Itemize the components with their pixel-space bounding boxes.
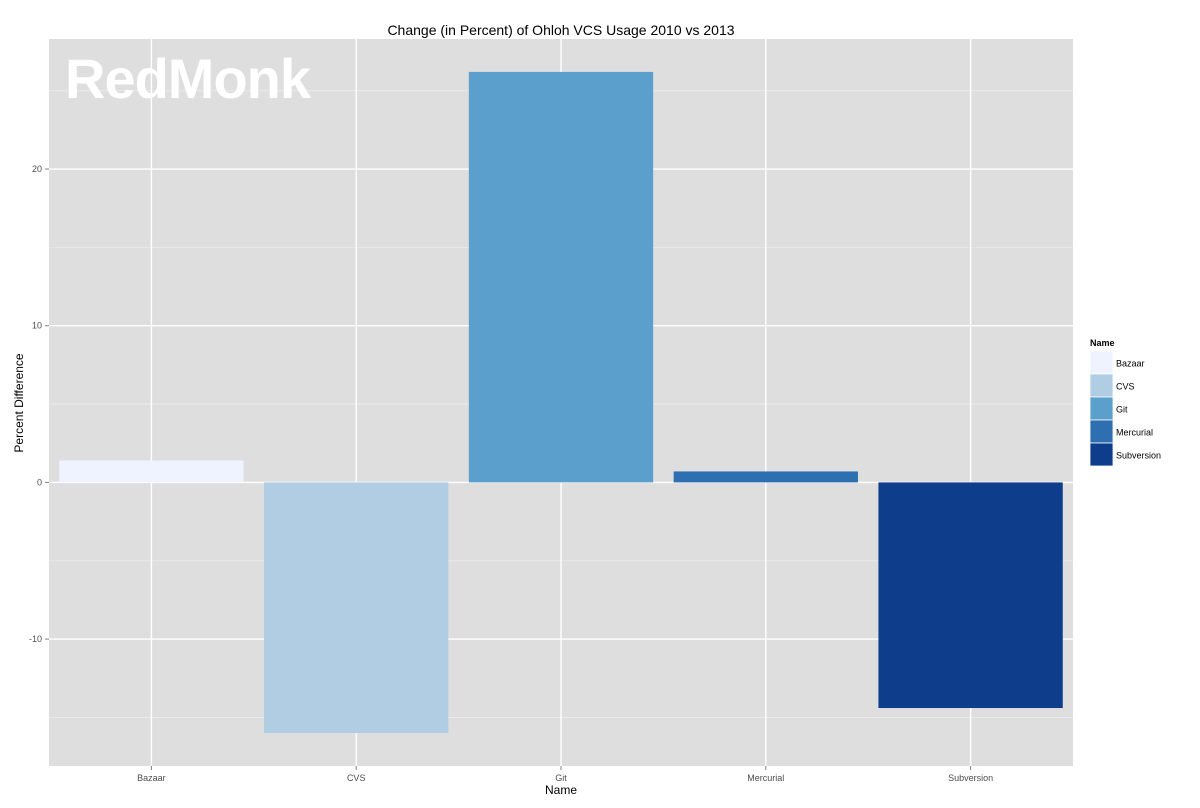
y-axis-title: Percent Difference (12, 353, 26, 452)
legend-swatch (1089, 350, 1114, 375)
legend-label: Bazaar (1116, 359, 1145, 369)
legend: Name Bazaar CVS Git Mercurial Subversion (1089, 338, 1161, 467)
x-tick-label: Bazaar (137, 773, 166, 783)
legend-swatch (1089, 419, 1114, 444)
x-tick-label: Mercurial (747, 773, 784, 783)
redmonk-watermark: RedMonk (65, 47, 312, 110)
y-tick-label: 0 (37, 477, 42, 487)
x-tick-label: Subversion (948, 773, 993, 783)
bar-git (468, 71, 654, 483)
legend-swatch (1089, 442, 1114, 467)
legend-label: Subversion (1116, 451, 1161, 461)
y-tick-label: 20 (32, 164, 42, 174)
legend-swatch (1089, 373, 1114, 398)
x-tick-label: Git (555, 773, 567, 783)
y-axis-ticks: -10 0 10 20 (29, 164, 49, 644)
legend-title: Name (1090, 338, 1115, 348)
legend-label: Mercurial (1116, 428, 1153, 438)
y-tick-label: -10 (29, 634, 42, 644)
bar-mercurial (673, 471, 858, 483)
x-tick-label: CVS (347, 773, 366, 783)
legend-label: CVS (1116, 382, 1135, 392)
bar-bazaar (59, 460, 244, 483)
x-axis-ticks: Bazaar CVS Git Mercurial Subversion (137, 766, 993, 783)
chart-title: Change (in Percent) of Ohloh VCS Usage 2… (387, 22, 734, 38)
bar-subversion (878, 482, 1063, 709)
y-tick-label: 10 (32, 321, 42, 331)
x-axis-title: Name (545, 783, 577, 797)
bars-group (59, 71, 1063, 734)
bar-cvs (264, 482, 449, 734)
legend-swatch (1089, 396, 1114, 421)
legend-label: Git (1116, 405, 1128, 415)
